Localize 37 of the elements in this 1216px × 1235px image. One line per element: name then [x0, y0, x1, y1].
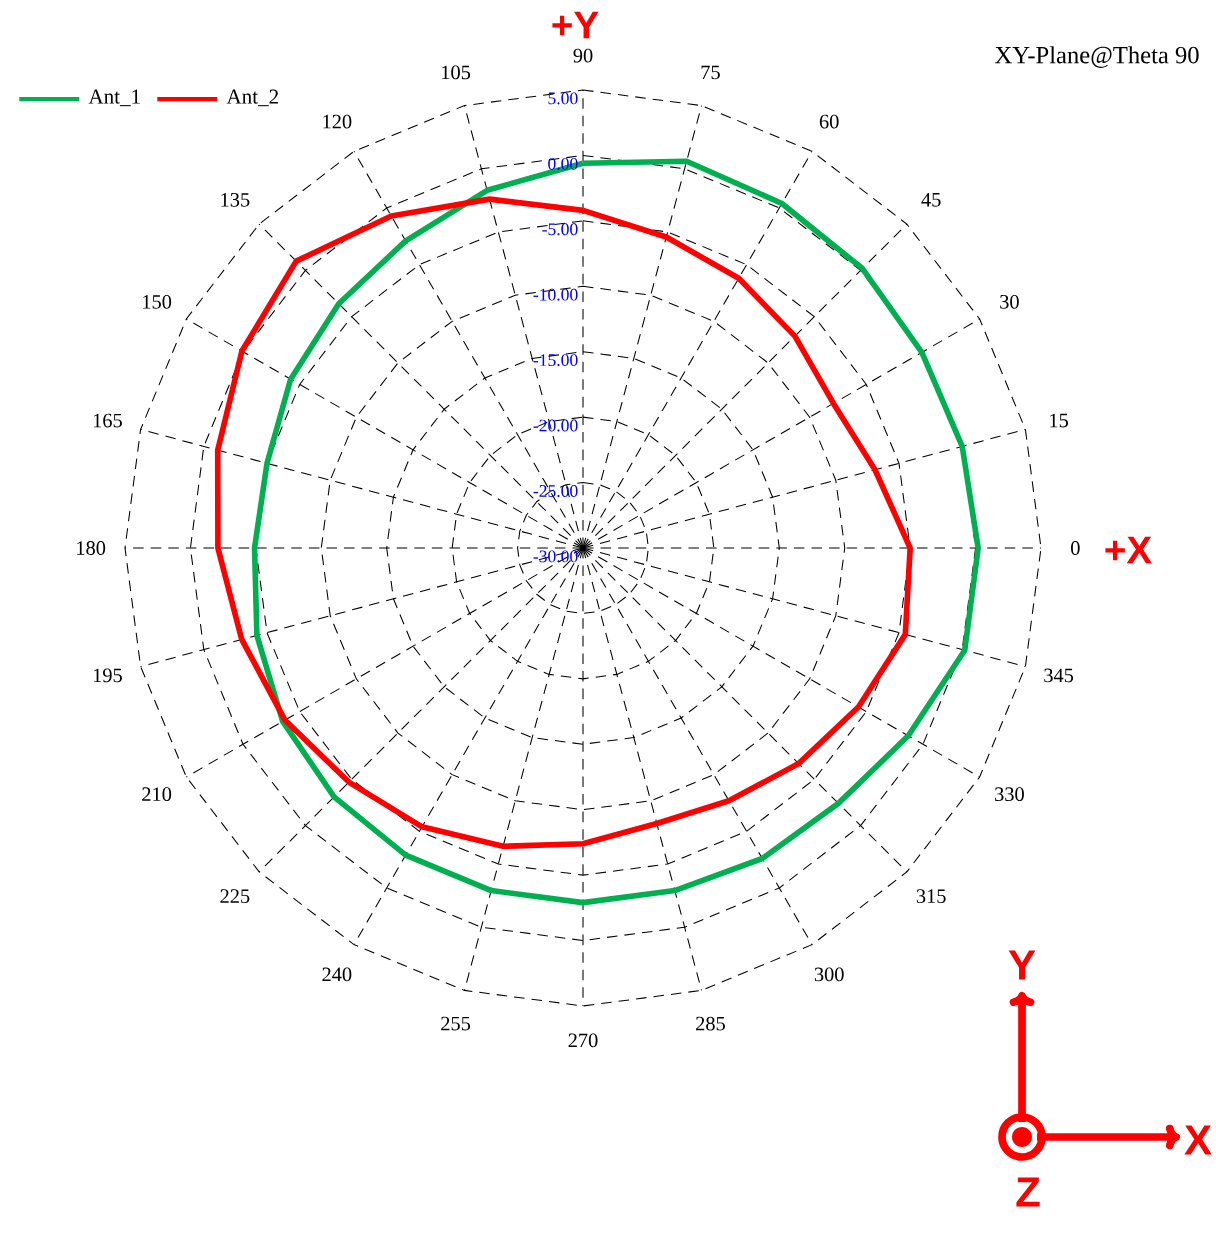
spoke-label: 135	[221, 192, 250, 207]
text: Y	[1008, 950, 1036, 980]
spoke-label: 270	[568, 1033, 598, 1048]
spoke-label: 165	[93, 413, 122, 428]
spoke-label: 0	[1071, 541, 1080, 555]
spoke-label: 255	[441, 1016, 471, 1031]
text: +Y	[552, 11, 599, 39]
y-tick-label: -30.00	[533, 550, 578, 563]
spoke-label: 225	[220, 889, 250, 904]
spoke-label: 330	[995, 787, 1024, 802]
spoke-label: 300	[814, 967, 844, 982]
spoke-label: 150	[143, 294, 172, 309]
spoke-label: 240	[322, 967, 352, 982]
text: X	[1184, 1125, 1212, 1155]
spoke-label: 315	[916, 889, 946, 904]
chart-title: XY-Plane@Theta 90	[995, 46, 1199, 68]
y-tick-label: -15.00	[533, 354, 578, 367]
y-tick-label: -5.00	[542, 223, 578, 236]
spoke-label: 345	[1044, 668, 1074, 683]
legend-label: Ant_2	[226, 89, 278, 107]
spoke-label: 30	[1000, 294, 1019, 309]
text: +X	[1105, 536, 1152, 564]
spoke-label: 180	[77, 541, 106, 555]
spoke-label: 120	[323, 114, 352, 129]
spoke-label: 15	[1050, 413, 1069, 428]
spoke-label: 210	[142, 787, 172, 802]
spoke-label: 45	[921, 193, 941, 207]
spoke-label: 105	[442, 65, 471, 80]
y-tick-label: 5.00	[548, 92, 578, 105]
spoke-label: 60	[819, 114, 839, 129]
legend-label: Ant_1	[88, 89, 140, 107]
y-tick-label: -10.00	[533, 288, 578, 301]
spoke-label: 195	[93, 668, 122, 683]
spoke-label: 90	[573, 48, 593, 63]
spoke-label: 285	[696, 1016, 725, 1031]
text: Z	[1016, 1177, 1040, 1207]
spoke-label: 75	[701, 65, 720, 80]
